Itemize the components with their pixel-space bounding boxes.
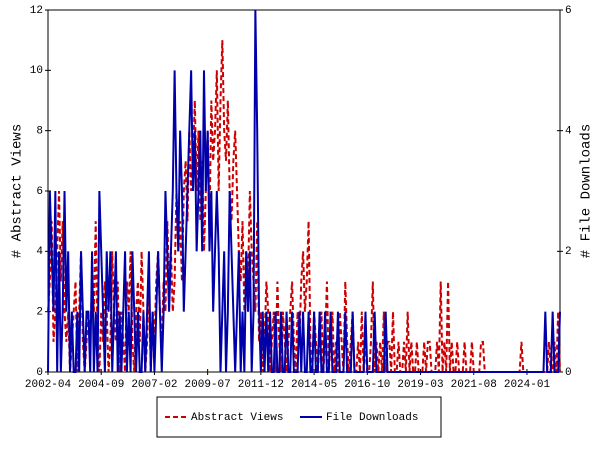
y-axis-title: # Abstract Views <box>10 124 26 258</box>
y-tick-label: 8 <box>36 126 43 138</box>
x-tick-label: 2021-08 <box>451 379 497 391</box>
x-tick-label: 2024-01 <box>504 379 551 391</box>
x-tick-label: 2016-10 <box>344 379 390 391</box>
x-tick-label: 2007-02 <box>131 379 177 391</box>
y2-tick-label: 4 <box>565 126 572 138</box>
data-line <box>47 9 561 373</box>
y-tick-label: 4 <box>36 246 43 258</box>
y-tick-label: 12 <box>30 5 43 17</box>
x-tick-label: 2011-12 <box>238 379 284 391</box>
x-tick-label: 2009-07 <box>185 379 231 391</box>
y2-tick-label: 6 <box>565 5 572 17</box>
y2-tick-label: 0 <box>565 367 572 379</box>
legend-box <box>156 396 442 438</box>
x-tick-label: 2004-09 <box>78 379 124 391</box>
x-tick-label: 2014-05 <box>291 379 337 391</box>
y-tick-label: 10 <box>30 65 43 77</box>
y-tick-label: 2 <box>36 307 43 319</box>
x-tick-label: 2002-04 <box>25 379 72 391</box>
legend-label: Abstract Views <box>191 412 283 424</box>
legend-label: File Downloads <box>326 412 418 424</box>
y-tick-label: 0 <box>36 367 43 379</box>
y2-tick-label: 2 <box>565 246 572 258</box>
y2-axis-title: # File Downloads <box>579 124 595 258</box>
x-tick-label: 2019-03 <box>397 379 443 391</box>
y-tick-label: 6 <box>36 186 43 198</box>
